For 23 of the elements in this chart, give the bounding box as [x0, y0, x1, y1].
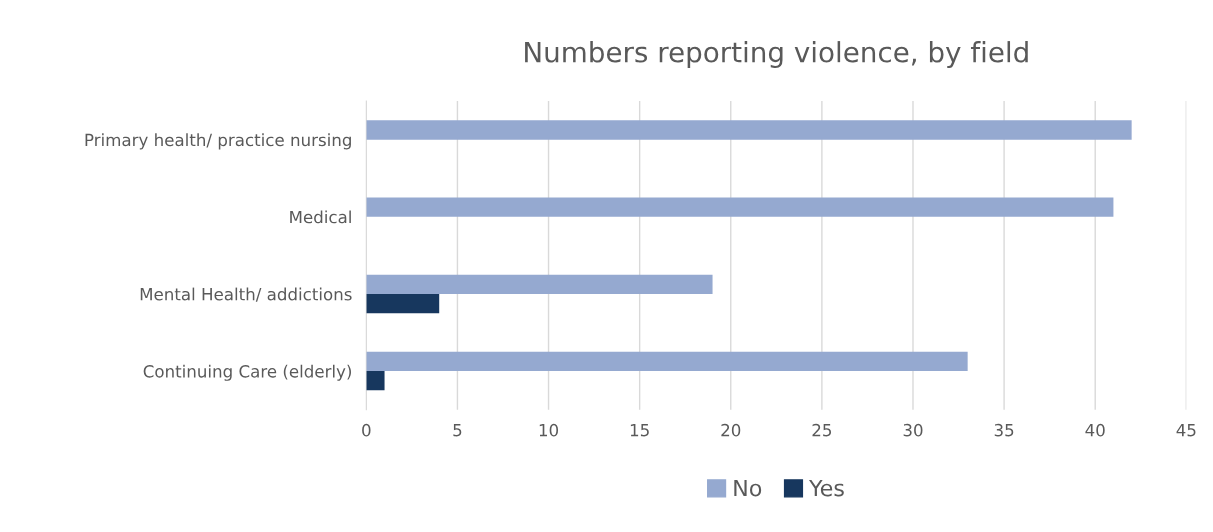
y-tick-label: Mental Health/ addictions: [140, 287, 352, 302]
x-tick-label: 30: [903, 423, 923, 437]
bar: [366, 120, 1132, 140]
x-tick-label: 15: [630, 424, 649, 437]
chart-title: Numbers reporting violence, by field: [525, 41, 1028, 68]
bar: [366, 293, 440, 314]
x-tick-label: 0: [362, 423, 371, 437]
y-tick-label: Medical: [290, 210, 351, 224]
legend-label: No: [734, 479, 762, 497]
x-tick-label: 40: [1085, 423, 1105, 437]
x-tick-label: 20: [721, 423, 741, 437]
x-tick-label: 25: [812, 423, 832, 437]
bar: [366, 197, 1114, 217]
bar: [366, 351, 968, 372]
x-tick-label: 35: [994, 423, 1014, 437]
y-tick-label: Continuing Care (elderly): [143, 364, 351, 381]
x-tick-label: 5: [453, 424, 462, 437]
x-tick-label: 45: [1176, 424, 1196, 437]
legend-label: Yes: [809, 479, 844, 497]
y-tick-label: Primary health/ practice nursing: [85, 133, 351, 150]
bar: [366, 274, 713, 294]
bar: [366, 371, 385, 391]
x-tick-label: 10: [539, 423, 559, 437]
